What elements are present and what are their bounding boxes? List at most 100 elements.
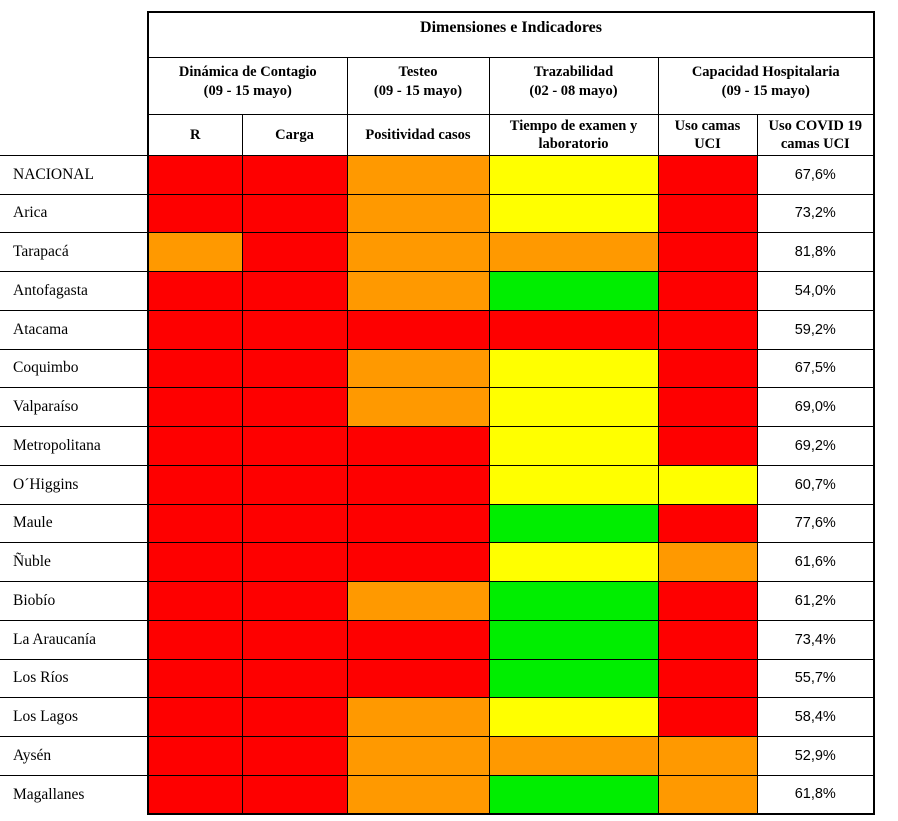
- uso-covid19-pct-value: 61,6%: [756, 542, 875, 582]
- uso-covid19-pct-value: 61,8%: [756, 774, 875, 815]
- status-cell-positividad-casos: [346, 154, 490, 195]
- uso-covid19-pct-value: 67,6%: [756, 154, 875, 195]
- status-cell-r: [147, 697, 243, 737]
- status-cell-positividad-casos: [346, 503, 490, 544]
- region-label: Magallanes: [0, 774, 148, 814]
- status-cell-carga: [241, 542, 348, 582]
- status-cell-r: [147, 774, 243, 815]
- dimension-header-dinamica-contagio: Dinámica de Contagio (09 - 15 mayo): [147, 56, 348, 115]
- indicator-header-carga: Carga: [241, 113, 348, 156]
- status-cell-carga: [241, 154, 348, 195]
- corner-spacer: [0, 12, 148, 57]
- status-cell-r: [147, 193, 243, 234]
- status-cell-uso-camas-uci: [657, 464, 758, 505]
- status-cell-carga: [241, 503, 348, 544]
- status-cell-carga: [241, 736, 348, 776]
- status-cell-carga: [241, 232, 348, 272]
- table-row: Los Ríos 55,7%: [0, 658, 875, 699]
- region-label: Los Lagos: [0, 697, 148, 737]
- table-row: Los Lagos 58,4%: [0, 697, 875, 737]
- status-cell-positividad-casos: [346, 309, 490, 350]
- status-cell-r: [147, 232, 243, 272]
- table-row: O´Higgins 60,7%: [0, 464, 875, 505]
- dimension-header-row: Dinámica de Contagio (09 - 15 mayo) Test…: [0, 56, 875, 115]
- status-cell-positividad-casos: [346, 581, 490, 621]
- table-row: NACIONAL 67,6%: [0, 154, 875, 195]
- corner-spacer: [0, 57, 148, 114]
- dimension-period: (09 - 15 mayo): [203, 83, 292, 100]
- status-cell-r: [147, 736, 243, 776]
- region-label: Los Ríos: [0, 658, 148, 698]
- status-cell-tiempo-examen-laboratorio: [488, 581, 659, 621]
- status-cell-uso-camas-uci: [657, 426, 758, 466]
- dimension-label: Capacidad Hospitalaria: [691, 63, 840, 80]
- status-cell-carga: [241, 387, 348, 427]
- uso-covid19-pct-value: 67,5%: [756, 348, 875, 389]
- status-cell-r: [147, 464, 243, 505]
- table-row: Ñuble 61,6%: [0, 542, 875, 582]
- status-cell-positividad-casos: [346, 658, 490, 699]
- status-cell-tiempo-examen-laboratorio: [488, 464, 659, 505]
- status-cell-r: [147, 154, 243, 195]
- status-cell-r: [147, 619, 243, 660]
- status-cell-uso-camas-uci: [657, 232, 758, 272]
- indicators-table: Dimensiones e Indicadores Dinámica de Co…: [0, 11, 875, 815]
- table-row: Valparaíso 69,0%: [0, 387, 875, 427]
- indicator-header-r: R: [147, 113, 243, 156]
- table-row: Antofagasta 54,0%: [0, 271, 875, 311]
- table-row: Coquimbo 67,5%: [0, 348, 875, 389]
- dimension-header-capacidad-hospitalaria: Capacidad Hospitalaria (09 - 15 mayo): [657, 56, 875, 115]
- status-cell-r: [147, 348, 243, 389]
- status-cell-positividad-casos: [346, 387, 490, 427]
- dimension-header-testeo: Testeo (09 - 15 mayo): [346, 56, 490, 115]
- region-label: Ñuble: [0, 542, 148, 582]
- status-cell-uso-camas-uci: [657, 581, 758, 621]
- uso-covid19-pct-value: 61,2%: [756, 581, 875, 621]
- status-cell-r: [147, 581, 243, 621]
- status-cell-carga: [241, 658, 348, 699]
- uso-covid19-pct-value: 69,2%: [756, 426, 875, 466]
- region-label: Antofagasta: [0, 271, 148, 311]
- status-cell-positividad-casos: [346, 348, 490, 389]
- status-cell-positividad-casos: [346, 464, 490, 505]
- status-cell-carga: [241, 619, 348, 660]
- table-row: Maule 77,6%: [0, 503, 875, 544]
- status-cell-uso-camas-uci: [657, 348, 758, 389]
- region-label: Coquimbo: [0, 348, 148, 388]
- status-cell-uso-camas-uci: [657, 503, 758, 544]
- region-label: O´Higgins: [0, 464, 148, 504]
- table-row: Aysén 52,9%: [0, 736, 875, 776]
- dimension-header-trazabilidad: Trazabilidad (02 - 08 mayo): [488, 56, 659, 115]
- dimension-label: Dinámica de Contagio: [178, 63, 317, 80]
- corner-spacer: [0, 114, 148, 156]
- indicator-header-tiempo-examen-laboratorio: Tiempo de examen y laboratorio: [488, 113, 659, 156]
- status-cell-tiempo-examen-laboratorio: [488, 774, 659, 815]
- status-cell-positividad-casos: [346, 619, 490, 660]
- uso-covid19-pct-value: 59,2%: [756, 309, 875, 350]
- status-cell-r: [147, 503, 243, 544]
- status-cell-tiempo-examen-laboratorio: [488, 503, 659, 544]
- status-cell-carga: [241, 774, 348, 815]
- indicator-header-uso-covid19-camas-uci: Uso COVID 19 camas UCI: [756, 113, 875, 156]
- status-cell-tiempo-examen-laboratorio: [488, 542, 659, 582]
- table-row: Tarapacá 81,8%: [0, 232, 875, 272]
- status-cell-positividad-casos: [346, 774, 490, 815]
- uso-covid19-pct-value: 60,7%: [756, 464, 875, 505]
- title-row: Dimensiones e Indicadores: [0, 11, 875, 58]
- status-cell-positividad-casos: [346, 736, 490, 776]
- indicator-header-positividad-casos: Positividad casos: [346, 113, 490, 156]
- status-cell-positividad-casos: [346, 193, 490, 234]
- region-label: Metropolitana: [0, 426, 148, 466]
- status-cell-uso-camas-uci: [657, 309, 758, 350]
- status-cell-carga: [241, 193, 348, 234]
- uso-covid19-pct-value: 52,9%: [756, 736, 875, 776]
- uso-covid19-pct-value: 54,0%: [756, 271, 875, 311]
- status-cell-carga: [241, 697, 348, 737]
- indicator-header-uso-camas-uci: Uso camas UCI: [657, 113, 758, 156]
- uso-covid19-pct-value: 58,4%: [756, 697, 875, 737]
- status-cell-uso-camas-uci: [657, 774, 758, 815]
- uso-covid19-pct-value: 73,4%: [756, 619, 875, 660]
- dimension-label: Testeo: [398, 63, 438, 80]
- status-cell-tiempo-examen-laboratorio: [488, 193, 659, 234]
